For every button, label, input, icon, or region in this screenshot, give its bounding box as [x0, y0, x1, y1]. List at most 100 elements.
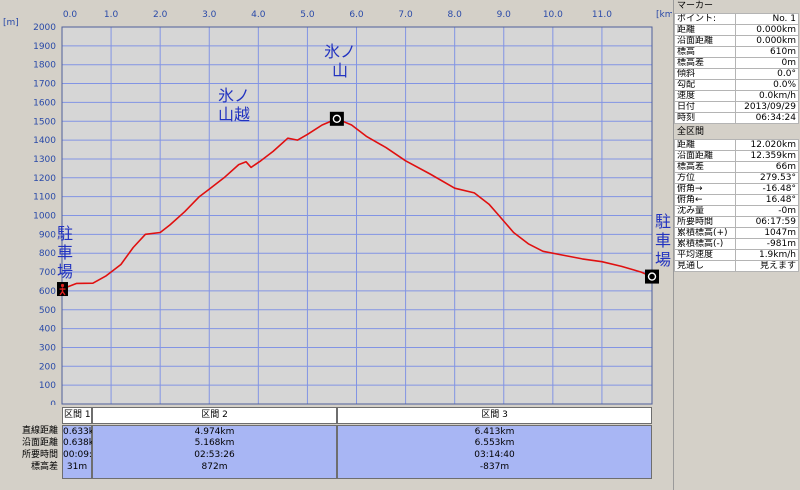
y-tick-label: 600 — [39, 287, 56, 297]
circle-marker-icon[interactable] — [329, 111, 344, 126]
section-value: 0.633km — [62, 425, 103, 437]
elevation-line — [61, 118, 653, 290]
section-row-label: 標高差 — [30, 462, 58, 472]
total-info-table: 距離 12.020km 沿面距離 12.359km 標高差 66m 方位 279.53° 俯角→… — [674, 139, 799, 272]
plot-border — [61, 26, 653, 405]
section-value: 0.638km — [62, 437, 103, 449]
panel-row: 累積標高(+) 1047m — [674, 227, 799, 239]
section-tail-cell — [92, 473, 337, 479]
y-axis-unit: [m] — [3, 18, 19, 28]
panel-row-value: 1047m — [735, 227, 799, 239]
marker-panel-title: マーカー — [674, 0, 800, 13]
panel-row-label: 平均速度 — [674, 249, 736, 261]
panel-row-value: 2013/09/29 — [735, 101, 799, 113]
y-tick-label: 1200 — [33, 174, 56, 184]
section-value: 00:09:53 — [62, 449, 104, 461]
panel-row-value: 12.359km — [735, 150, 799, 162]
section-tail-cell — [337, 473, 652, 479]
circle-marker-icon[interactable] — [645, 269, 659, 284]
section-row-label: 沿面距離 — [21, 438, 58, 448]
panel-row: 勾配 0.0% — [674, 79, 799, 91]
panel-row-label: 俯角→ — [674, 183, 736, 195]
panel-row-value: 06:17:59 — [735, 216, 799, 228]
panel-row: 俯角← 16.48° — [674, 194, 799, 206]
panel-row-label: 傾斜 — [674, 68, 736, 80]
y-tick-label: 1600 — [33, 98, 56, 108]
section-row-label: 直線距離 — [21, 426, 58, 436]
x-tick-label: 4.0 — [251, 10, 266, 20]
panel-row: 標高差 0m — [674, 57, 799, 69]
x-tick-label: 1.0 — [104, 10, 119, 20]
panel-row-value: No. 1 — [735, 13, 799, 25]
peak-label: 氷ノ山 — [323, 42, 356, 80]
panel-row: 距離 12.020km — [674, 139, 799, 151]
panel-row-value: -0m — [735, 205, 799, 217]
y-tick-label: 800 — [39, 249, 56, 259]
section-data-row: 沿面距離 0.638km 5.168km 6.553km — [0, 437, 652, 449]
x-tick-label: 6.0 — [349, 10, 364, 20]
panel-row-label: 累積標高(-) — [674, 238, 736, 250]
y-tick-label: 1100 — [33, 193, 56, 203]
section-header-1: 区間 1 — [62, 407, 92, 424]
y-tick-label: 900 — [39, 230, 56, 240]
panel-row-label: 標高 — [674, 46, 736, 58]
section-table-bottom — [0, 473, 652, 479]
x-tick-label: 5.0 — [300, 10, 315, 20]
y-tick-label: 1900 — [33, 42, 56, 52]
panel-row: 俯角→ -16.48° — [674, 183, 799, 195]
end-parking-label: 駐車場 — [654, 212, 671, 269]
panel-row-value: 0.0° — [735, 68, 799, 80]
marker-info-table: ポイント: No. 1 距離 0.000km 沿面距離 0.000km 標高 610m 標高差 0… — [674, 13, 799, 124]
marker-box — [329, 111, 344, 126]
panel-row-value: 0.000km — [735, 24, 799, 36]
x-tick-label: 3.0 — [202, 10, 217, 20]
panel-row-label: 俯角← — [674, 194, 736, 206]
panel-row-value: -16.48° — [735, 183, 799, 195]
section-header-row: 区間 1 区間 2 区間 3 — [0, 407, 652, 424]
section-tail-cell — [62, 473, 92, 479]
section-data-row: 標高差 31m 872m -837m — [0, 461, 652, 473]
panel-row-value: 見えます — [735, 260, 799, 272]
start-parking-label: 駐車場 — [56, 224, 73, 281]
panel-row-value: 279.53° — [735, 172, 799, 184]
panel-row-label: 勾配 — [674, 79, 736, 91]
panel-row-value: 12.020km — [735, 139, 799, 151]
marker-ring — [647, 272, 657, 281]
panel-row: 方位 279.53° — [674, 172, 799, 184]
x-axis-unit: [km] — [656, 10, 672, 20]
person-marker-icon[interactable] — [57, 282, 68, 297]
panel-row: 累積標高(-) -981m — [674, 238, 799, 250]
y-tick-label: 0 — [50, 400, 56, 405]
x-tick-label: 7.0 — [398, 10, 413, 20]
panel-row: 沈み量 -0m — [674, 205, 799, 217]
elevation-chart[interactable]: 0 100 200 300 400 500 600 700 800 900 1000 1100 1200… — [0, 0, 672, 405]
panel-row: 距離 0.000km — [674, 24, 799, 36]
panel-row: 標高 610m — [674, 46, 799, 58]
y-tick-label: 1700 — [33, 80, 56, 90]
section-tail-spacer — [0, 473, 62, 479]
panel-row-label: 見通し — [674, 260, 736, 272]
panel-row-value: -981m — [735, 238, 799, 250]
y-tick-label: 1800 — [33, 61, 56, 71]
panel-row-label: 沈み量 — [674, 205, 736, 217]
panel-row: 速度 0.0km/h — [674, 90, 799, 102]
y-tick-label: 100 — [39, 381, 56, 391]
x-tick-label: 2.0 — [153, 10, 168, 20]
panel-row-label: 累積標高(+) — [674, 227, 736, 239]
panel-row-value: 06:34:24 — [735, 112, 799, 124]
section-value: -837m — [337, 461, 652, 473]
panel-row: ポイント: No. 1 — [674, 13, 799, 25]
panel-row: 平均速度 1.9km/h — [674, 249, 799, 261]
panel-row-label: 距離 — [674, 24, 736, 36]
x-tick-label: 8.0 — [448, 10, 463, 20]
panel-row-value: 0.0km/h — [735, 90, 799, 102]
panel-row: 沿面距離 12.359km — [674, 150, 799, 162]
panel-row-label: 標高差 — [674, 161, 736, 173]
panel-row: 日付 2013/09/29 — [674, 101, 799, 113]
y-tick-label: 1500 — [33, 117, 56, 127]
y-tick-label: 1400 — [33, 136, 56, 146]
section-table: 区間 1 区間 2 区間 3 直線距離 0.633km 4.974km 6.413km 沿面距… — [0, 406, 652, 490]
total-panel-title: 全区間 — [674, 126, 800, 139]
panel-row-label: 速度 — [674, 90, 736, 102]
